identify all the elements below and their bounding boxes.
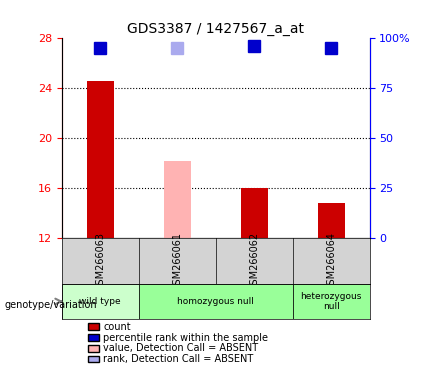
Text: genotype/variation: genotype/variation (4, 300, 97, 310)
Text: GSM266063: GSM266063 (95, 232, 105, 291)
Text: homozygous null: homozygous null (177, 297, 254, 306)
Text: value, Detection Call = ABSENT: value, Detection Call = ABSENT (103, 343, 259, 353)
Text: GSM266064: GSM266064 (326, 232, 336, 291)
Text: count: count (103, 322, 131, 332)
Text: wild type: wild type (79, 297, 121, 306)
Title: GDS3387 / 1427567_a_at: GDS3387 / 1427567_a_at (127, 22, 304, 36)
FancyBboxPatch shape (139, 284, 293, 319)
Text: heterozygous
null: heterozygous null (301, 292, 362, 311)
Bar (241, 188, 268, 238)
Text: GSM266061: GSM266061 (172, 232, 182, 291)
Bar (318, 203, 345, 238)
FancyBboxPatch shape (62, 284, 139, 319)
Bar (87, 81, 114, 238)
Text: rank, Detection Call = ABSENT: rank, Detection Call = ABSENT (103, 354, 253, 364)
Text: percentile rank within the sample: percentile rank within the sample (103, 333, 268, 343)
Text: GSM266062: GSM266062 (249, 232, 259, 291)
Bar (164, 161, 191, 238)
FancyBboxPatch shape (293, 284, 370, 319)
